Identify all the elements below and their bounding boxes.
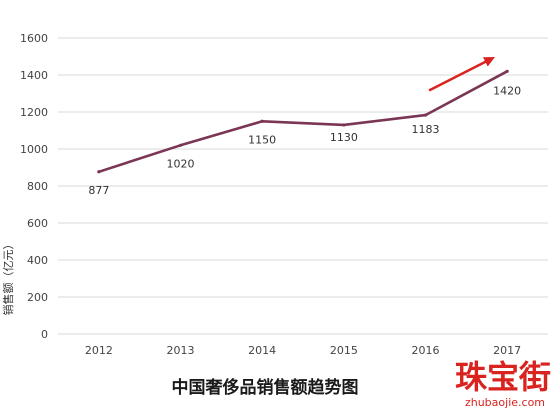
trend-arrow	[428, 57, 495, 92]
x-tick-label: 2015	[330, 344, 358, 357]
y-tick-label: 200	[27, 291, 48, 304]
y-tick-label: 600	[27, 217, 48, 230]
x-tick-labels: 2012 2013 2014 2015 2016 2017	[85, 344, 521, 357]
x-tick-label: 2017	[493, 344, 521, 357]
x-tick-label: 2014	[248, 344, 276, 357]
data-label: 1130	[330, 131, 358, 144]
y-tick-labels: 0 200 400 600 800 1000 1200 1400 1600	[20, 32, 48, 341]
chart-title: 中国奢侈品销售额趋势图	[172, 377, 359, 398]
trend-arrow-head	[483, 57, 495, 67]
data-label: 1183	[412, 123, 440, 136]
data-label: 877	[88, 184, 109, 197]
watermark-logo-text: 珠宝街	[455, 358, 551, 396]
data-point	[342, 123, 346, 127]
series-group	[97, 69, 509, 174]
y-tick-label: 1400	[20, 69, 48, 82]
data-label: 1420	[493, 84, 521, 97]
data-label: 1020	[167, 157, 195, 170]
watermark-url: zhubaojie.com	[465, 396, 545, 409]
data-point	[178, 143, 183, 147]
x-tick-label: 2016	[412, 344, 440, 357]
data-point	[505, 69, 509, 73]
x-tick-label: 2012	[85, 344, 113, 357]
y-axis-label: 销售额（亿元）	[1, 239, 15, 316]
trend-arrow-shaft	[428, 58, 491, 92]
data-label: 1150	[248, 133, 276, 146]
series-line	[97, 70, 509, 174]
y-tick-label: 1000	[20, 143, 48, 156]
y-tick-label: 1600	[20, 32, 48, 45]
x-tick-label: 2013	[167, 344, 195, 357]
data-point	[97, 170, 101, 174]
y-tick-label: 1200	[20, 106, 48, 119]
gridlines	[58, 37, 548, 335]
data-point	[423, 113, 428, 117]
data-labels: 877 1020 1150 1130 1183 1420	[88, 84, 521, 196]
y-tick-label: 0	[41, 328, 48, 341]
y-tick-label: 800	[27, 180, 48, 193]
data-point	[260, 119, 264, 123]
y-tick-label: 400	[27, 254, 48, 267]
